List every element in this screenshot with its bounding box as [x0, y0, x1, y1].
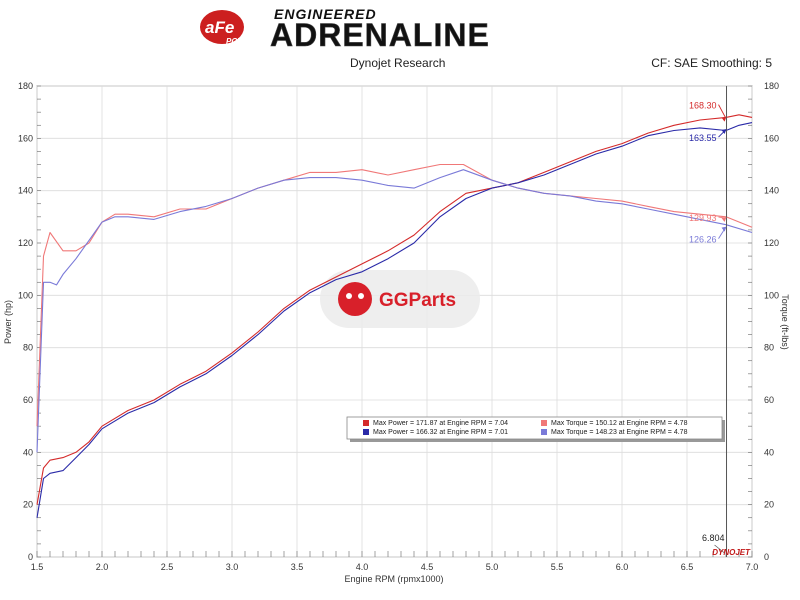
- x-axis-ticks: 1.5 2.0 2.5 3.0 3.5 4.0 4.5 5.0 5.5 6.0 6.5 7.0: [31, 551, 759, 572]
- legend-item: Max Power = 171.87 at Engine RPM = 7.04: [373, 420, 508, 427]
- x-tick-label: 6.5: [681, 562, 694, 572]
- legend-swatch: [541, 420, 547, 426]
- y-right-tick-label: 60: [764, 395, 774, 405]
- grid-lines: [36, 85, 753, 558]
- brand-line-2: ADRENALINE: [270, 17, 490, 53]
- x-tick-label: 3.0: [226, 562, 239, 572]
- legend-swatch: [541, 429, 547, 435]
- x-tick-label: 2.5: [161, 562, 174, 572]
- info-right: CF: SAE Smoothing: 5: [651, 56, 772, 70]
- x-tick-label: 3.5: [291, 562, 304, 572]
- y-left-tick-label: 0: [28, 552, 33, 562]
- y-right-tick-label: 180: [764, 81, 779, 91]
- y-axis-right-ticks: 0 20 40 60 80 100 120 140 160 180: [748, 81, 779, 562]
- cursor-readout-arrowhead: [721, 129, 727, 135]
- series-line-1: [36, 114, 753, 505]
- y-right-tick-label: 120: [764, 238, 779, 248]
- series-layer: [36, 114, 753, 518]
- cursor-x-pointer: [714, 544, 725, 554]
- legend-item: Max Power = 166.32 at Engine RPM = 7.01: [373, 429, 508, 436]
- y-left-tick-label: 140: [18, 186, 33, 196]
- y-right-tick-label: 160: [764, 133, 779, 143]
- y-left-tick-label: 40: [23, 447, 33, 457]
- brand-line-1: ENGINEERED: [274, 6, 377, 22]
- y-right-tick-label: 80: [764, 343, 774, 353]
- gg-parts-logo-icon: [338, 282, 372, 316]
- y-left-tick-label: 60: [23, 395, 33, 405]
- cursor-readout-arrowhead: [721, 226, 727, 232]
- x-tick-label: 5.0: [486, 562, 499, 572]
- x-axis-label: Engine RPM (rpmx1000): [344, 574, 443, 584]
- y-right-tick-label: 0: [764, 552, 769, 562]
- cursor-readout: 163.55: [689, 133, 717, 143]
- cursor-readout-arrowhead: [721, 217, 727, 223]
- cursor-readout: 129.93: [689, 213, 717, 223]
- watermark-text: GGParts: [379, 290, 456, 311]
- x-tick-label: 6.0: [616, 562, 629, 572]
- x-tick-label: 7.0: [746, 562, 759, 572]
- afe-logo: aFe POWER: [200, 10, 256, 46]
- y-right-tick-label: 20: [764, 500, 774, 510]
- y-right-tick-label: 100: [764, 290, 779, 300]
- y-right-tick-label: 40: [764, 447, 774, 457]
- y-axis-left-label: Power (hp): [3, 300, 13, 344]
- logo-sub: POWER: [226, 37, 256, 46]
- y-left-tick-label: 160: [18, 133, 33, 143]
- cursor-readout-arrow: [718, 104, 726, 118]
- logo-text: aFe: [205, 18, 234, 37]
- x-tick-label: 4.0: [356, 562, 369, 572]
- x-tick-label: 5.5: [551, 562, 564, 572]
- dynojet-logo: DYNOJET: [712, 548, 751, 557]
- series-line-2: [36, 122, 753, 518]
- y-left-tick-label: 80: [23, 343, 33, 353]
- y-right-tick-label: 140: [764, 186, 779, 196]
- chart-subtitle: Dynojet Research: [350, 56, 445, 70]
- y-left-tick-label: 100: [18, 290, 33, 300]
- y-left-tick-label: 120: [18, 238, 33, 248]
- legend-swatch: [363, 420, 369, 426]
- y-left-tick-label: 180: [18, 81, 33, 91]
- series-line-3: [36, 163, 753, 427]
- y-axis-left-ticks: 0 20 40 60 80 100 120 140 160 180: [18, 81, 41, 562]
- x-tick-label: 2.0: [96, 562, 109, 572]
- cursor-readout: 126.26: [689, 235, 717, 245]
- series-line-4: [36, 169, 753, 453]
- rpm-cursor: 6.804 168.30 163.55 129.93 126.26: [689, 86, 728, 557]
- x-tick-label: 1.5: [31, 562, 44, 572]
- legend-item: Max Torque = 148.23 at Engine RPM = 4.78: [551, 429, 688, 436]
- cursor-x-label: 6.804: [702, 533, 725, 543]
- x-tick-label: 4.5: [421, 562, 434, 572]
- y-left-tick-label: 20: [23, 500, 33, 510]
- legend-box: [346, 416, 723, 440]
- legend: Max Power = 171.87 at Engine RPM = 7.04 M…: [346, 416, 725, 442]
- gg-parts-watermark: GGParts: [320, 270, 480, 328]
- y-axis-right-label: Torque (ft-lbs): [780, 294, 790, 350]
- legend-item: Max Torque = 150.12 at Engine RPM = 4.78: [551, 420, 688, 427]
- cursor-readout: 168.30: [689, 101, 717, 111]
- cursor-readout-arrowhead: [721, 116, 727, 122]
- legend-swatch: [363, 429, 369, 435]
